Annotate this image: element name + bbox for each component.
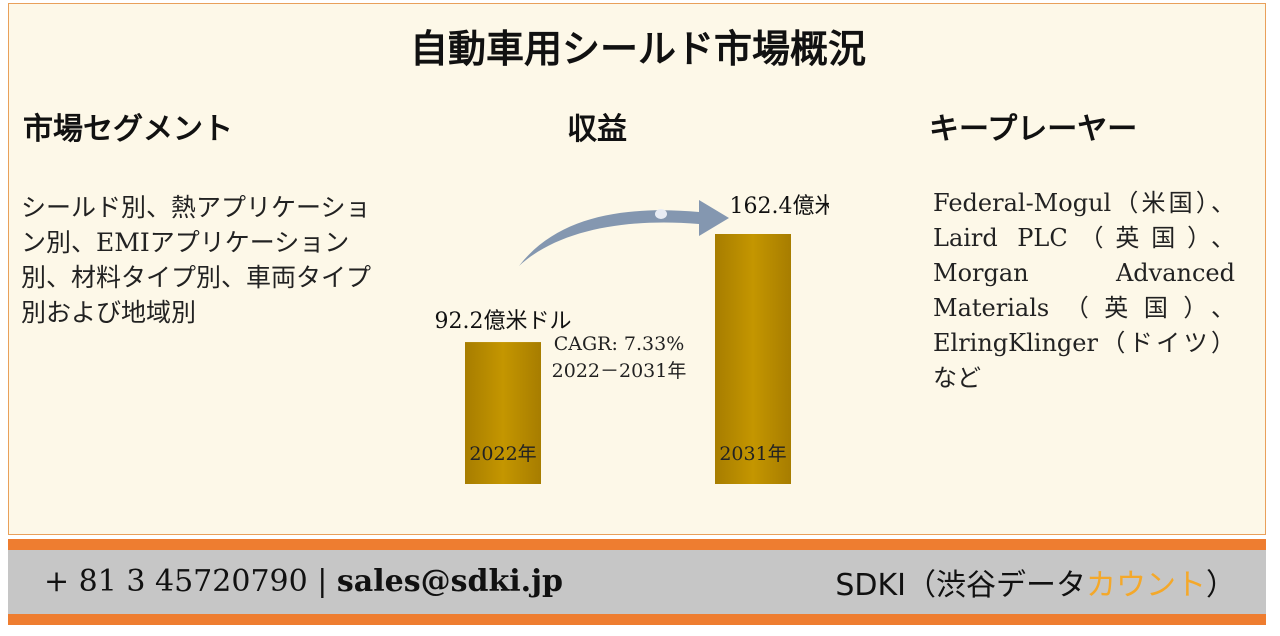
brand-accent: カウント [1086, 568, 1206, 603]
footer-accent-bottom [8, 614, 1266, 625]
revenue-heading: 収益 [567, 112, 627, 147]
cagr-line1: CAGR: 7.33% [554, 333, 685, 355]
footer-accent-top [8, 539, 1266, 550]
contact-separator: | [317, 564, 328, 599]
brand-name: SDKI（渋谷データカウント） [835, 560, 1236, 604]
bar-value-label: 92.2億米ドル [435, 309, 572, 334]
segments-heading: 市場セグメント [23, 112, 233, 147]
growth-arrow [519, 200, 729, 266]
bar-value-label: 162.4億米ドル [730, 194, 829, 219]
footer-bar: + 81 3 45720790 | sales@sdki.jp SDKI（渋谷デ… [8, 550, 1266, 614]
cagr-line2: 2022－2031年 [552, 360, 687, 382]
bar-category-label: 2022年 [469, 443, 536, 465]
bar-category-label: 2031年 [719, 443, 786, 465]
summary-panel: 自動車用シールド市場概況 市場セグメント 収益 キープレーヤー シールド別、熱ア… [8, 3, 1266, 535]
key-players-text: Federal-Mogul（米国）、Laird PLC（英国）、Morgan A… [933, 189, 1235, 392]
phone-number: + 81 3 45720790 [44, 564, 308, 599]
arrow-highlight [655, 209, 667, 219]
brand-suffix: ） [1206, 568, 1236, 603]
email-link[interactable]: sales@sdki.jp [336, 564, 563, 599]
page-title: 自動車用シールド市場概況 [409, 26, 866, 71]
key-players-heading: キープレーヤー [929, 112, 1138, 147]
bar-2031年 [715, 234, 791, 484]
bars-layer: 2022年 92.2億米ドル 2031年 162.4億米ドル [435, 194, 829, 484]
bar-2022年 [465, 342, 541, 484]
segments-text: シールド別、熱アプリケーション別、EMIアプリケーション別、材料タイプ別、車両タ… [21, 193, 372, 327]
brand-prefix: SDKI（渋谷データ [835, 568, 1086, 603]
contact-info: + 81 3 45720790 | sales@sdki.jp [44, 564, 563, 599]
